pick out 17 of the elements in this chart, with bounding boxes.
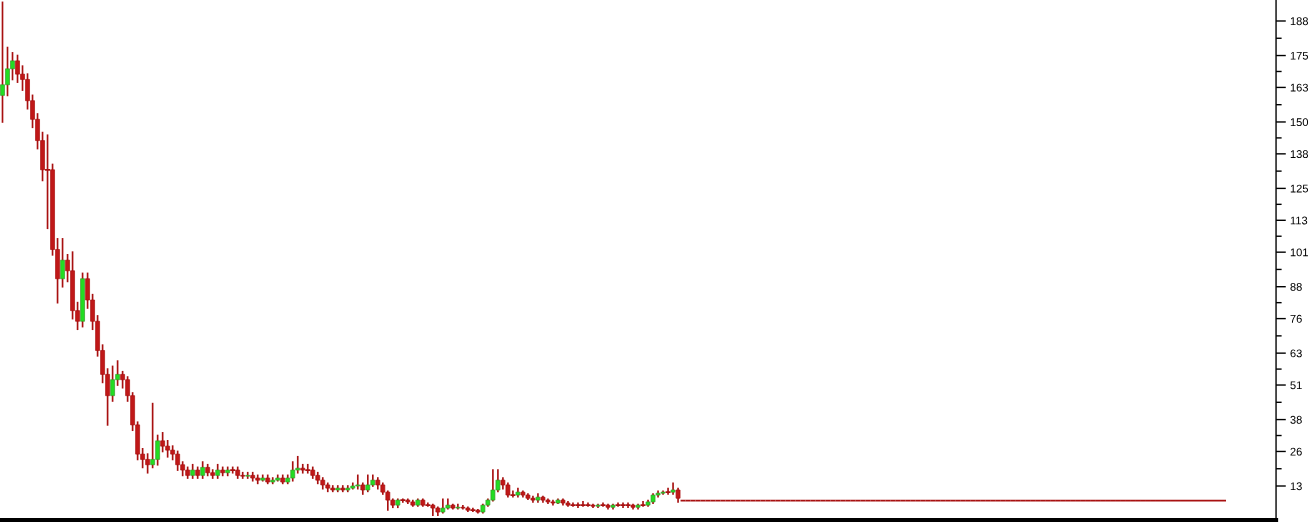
candlestick (300, 463, 306, 474)
y-tick-label: 13 (1290, 482, 1302, 491)
y-tick-label: 76 (1290, 314, 1302, 323)
y-tick-label: 101 (1290, 248, 1308, 257)
y-tick-label: 63 (1290, 349, 1302, 358)
y-tick-label: 175 (1290, 51, 1309, 60)
y-tick-label: 38 (1290, 415, 1302, 424)
y-tick-label: 88 (1290, 282, 1302, 291)
y-tick-label: 113 (1290, 216, 1308, 225)
y-tick-label: 125 (1290, 184, 1309, 193)
y-tick-label: 51 (1290, 381, 1302, 390)
y-tick-label: 138 (1290, 150, 1308, 158)
candlestick (250, 471, 256, 482)
y-tick-label: 150 (1290, 118, 1309, 127)
y-tick-label: 188 (1290, 17, 1308, 26)
y-tick-label: 163 (1290, 83, 1308, 92)
y-tick-label: 26 (1290, 447, 1302, 456)
